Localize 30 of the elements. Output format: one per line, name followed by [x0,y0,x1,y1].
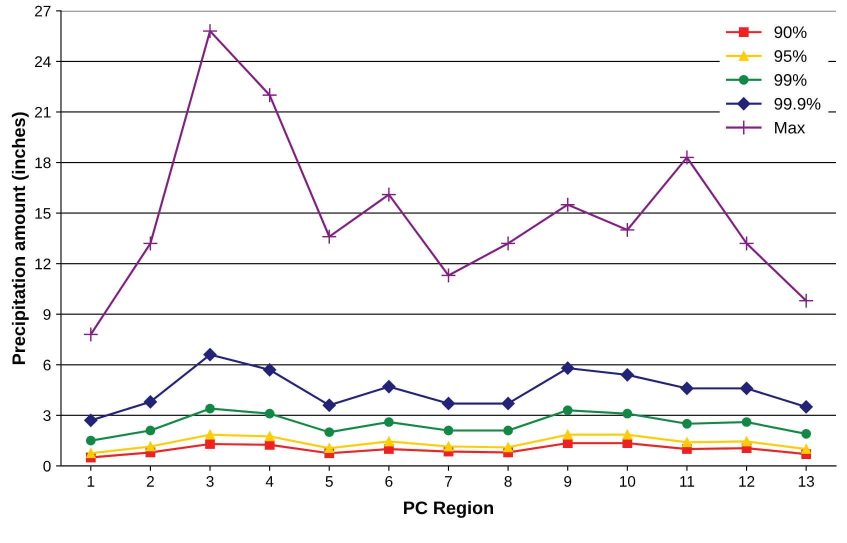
legend-label: 99.9% [774,98,820,110]
legend-label: 90% [774,26,806,38]
y-tick-label: 15 [35,208,51,219]
y-tick-label: 18 [35,157,51,168]
y-tick-label: 9 [43,309,51,320]
x-tick-label: 11 [680,476,694,487]
y-tick-label: 21 [35,106,51,118]
x-tick-label: 5 [326,476,333,487]
x-tick-label: 3 [206,476,214,487]
x-tick-label: 4 [266,476,274,487]
x-tick-label: 10 [620,476,636,487]
x-tick-label: 9 [564,476,572,487]
x-tick-label: 12 [739,476,754,487]
x-axis-title: PC Region [404,500,494,518]
x-tick-label: 6 [385,476,392,487]
y-tick-label: 3 [43,410,51,422]
y-tick-label: 27 [35,6,50,16]
y-axis-title: Precipitation amount (inches) [12,112,29,364]
y-tick-label: 12 [35,258,50,270]
legend-label: 99% [774,74,806,86]
x-tick-label: 13 [798,476,814,487]
x-tick-label: 7 [445,476,452,487]
legend-label: Max [775,122,806,134]
y-tick-label: 0 [43,460,51,472]
legend-label: 95% [774,50,806,62]
y-tick-label: 6 [44,360,51,370]
x-tick-label: 8 [504,476,512,487]
x-tick-label: 2 [146,476,154,487]
x-tick-label: 1 [88,476,94,487]
y-tick-label: 24 [35,56,51,67]
